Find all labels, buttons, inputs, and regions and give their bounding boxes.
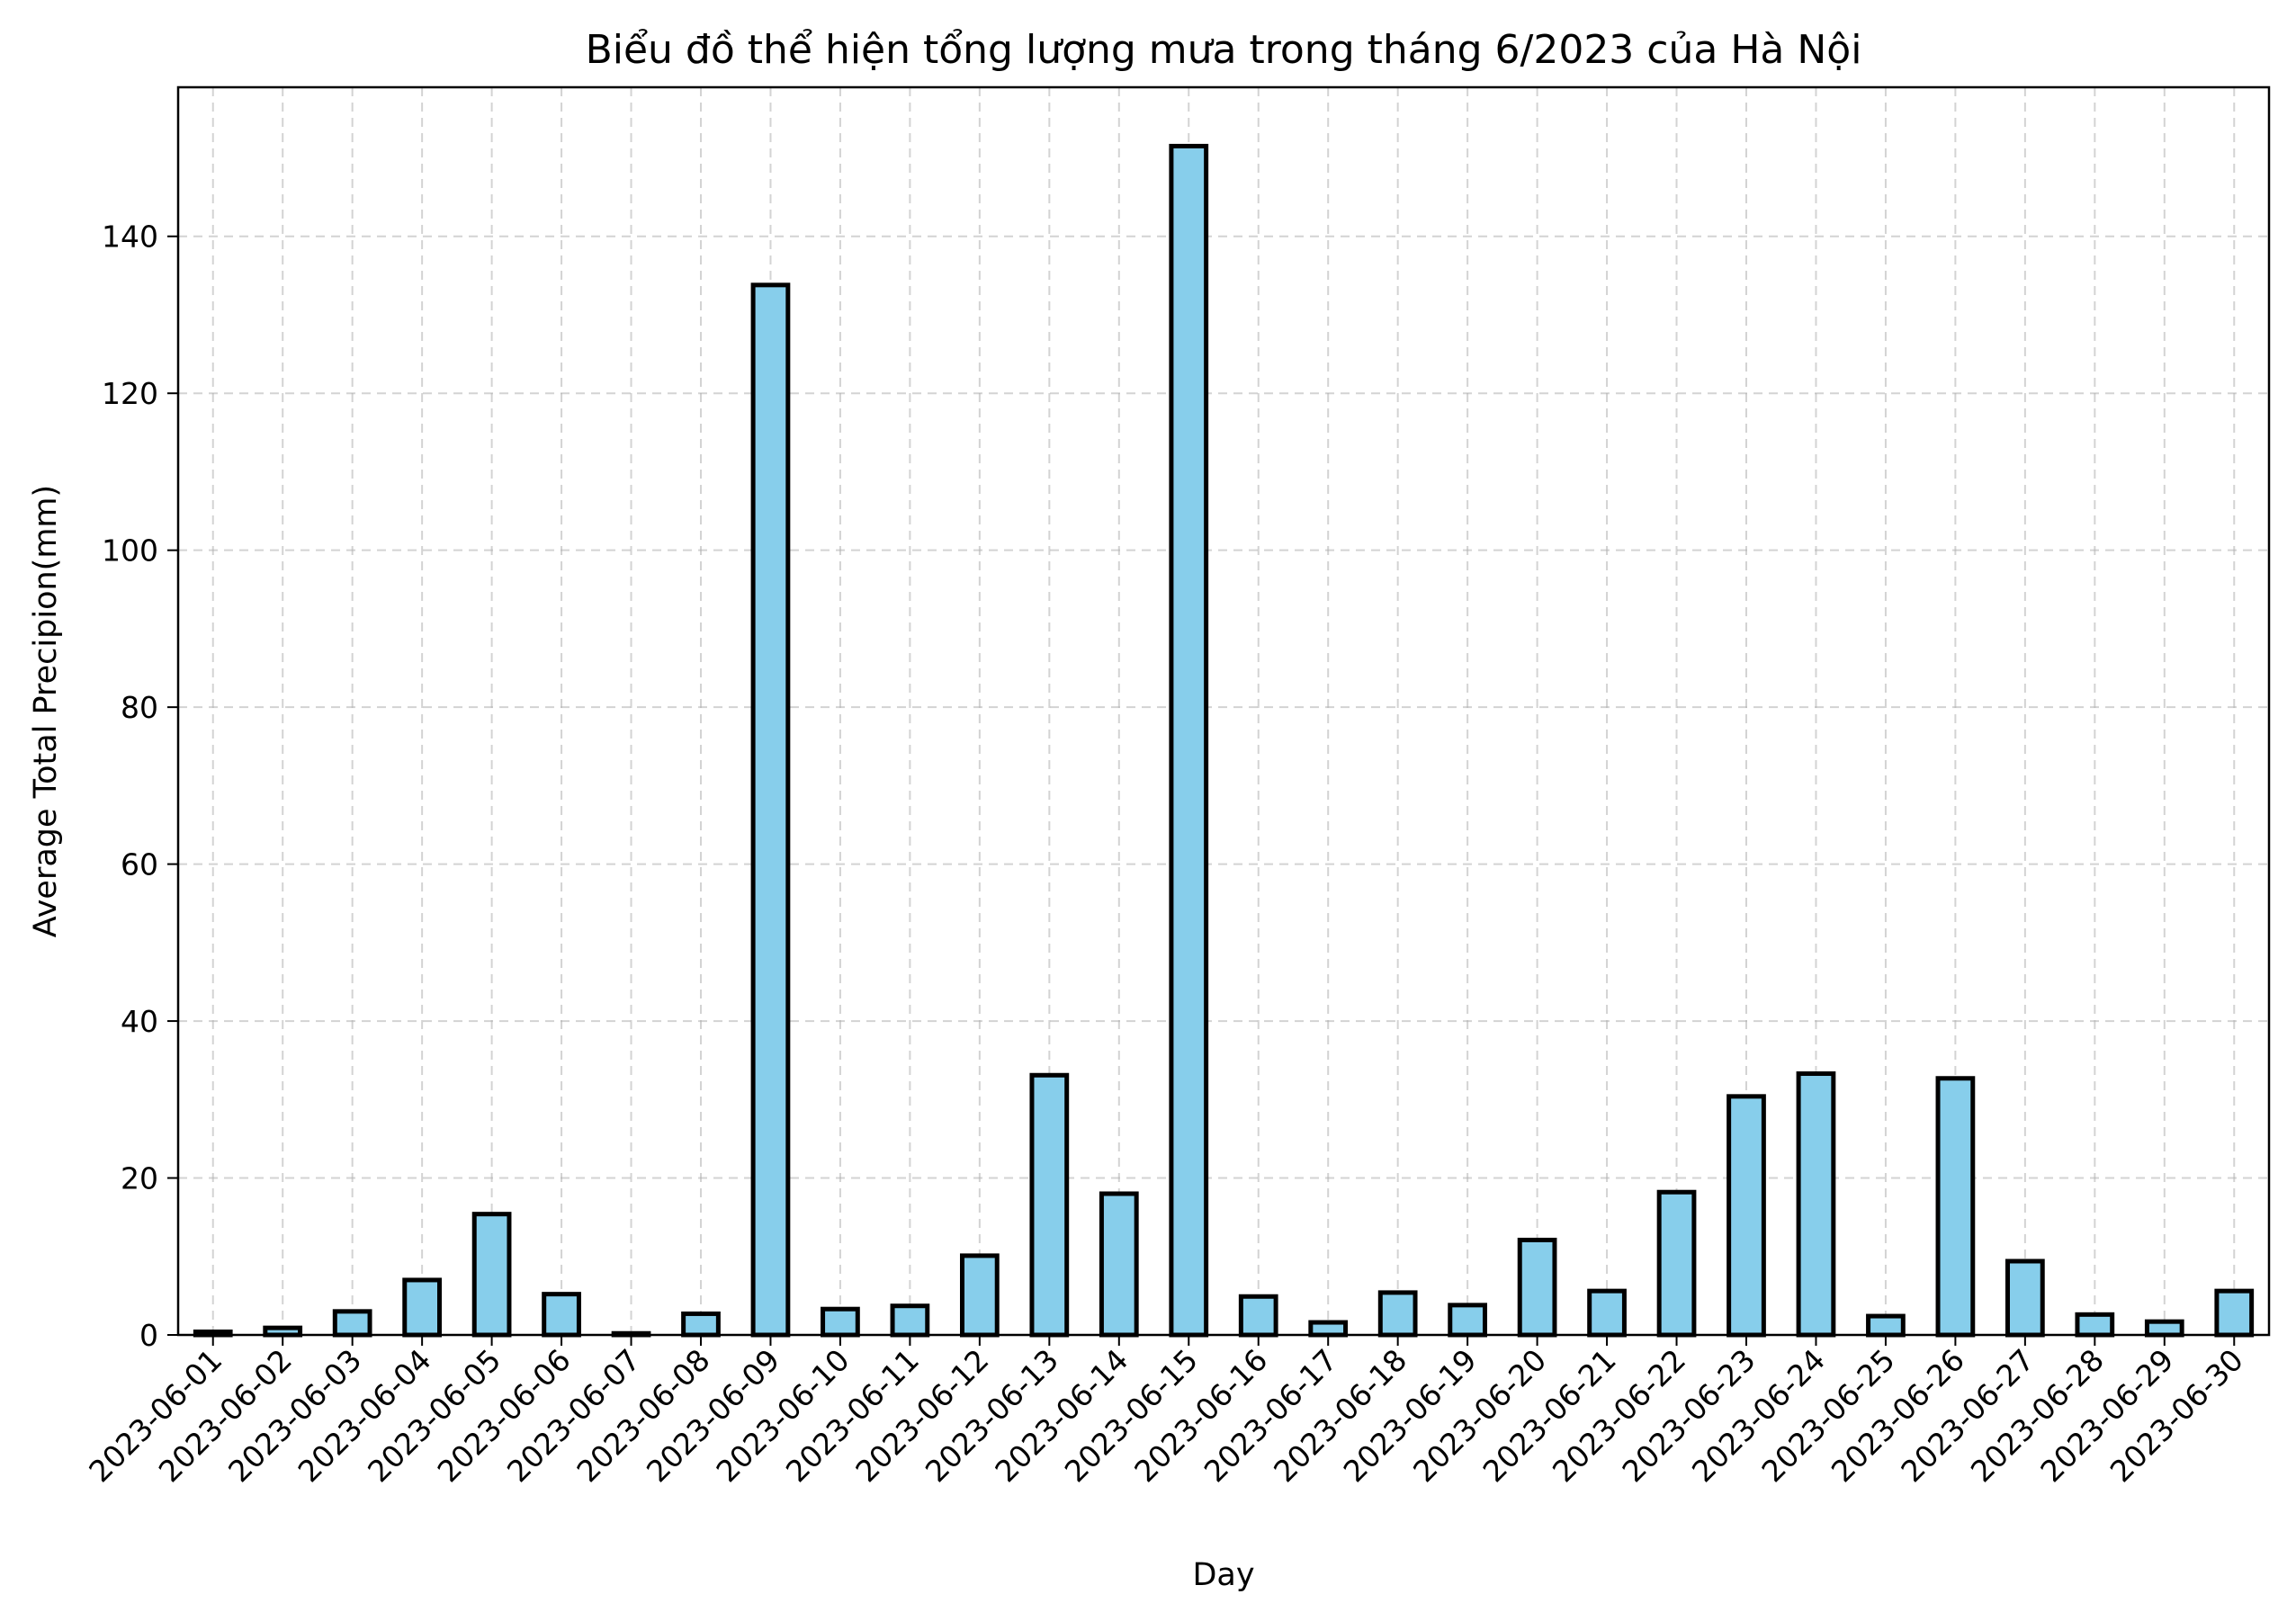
y-axis-label: Average Total Precipion(mm) xyxy=(28,485,64,937)
chart-title: Biểu đồ thể hiện tổng lượng mưa trong th… xyxy=(586,27,1862,73)
bar-2023-06-16 xyxy=(1238,1294,1278,1338)
bar-2023-06-04 xyxy=(402,1277,442,1338)
bar-2023-06-08 xyxy=(681,1311,721,1338)
y-tick-label: 60 xyxy=(121,847,158,882)
y-tick-label: 40 xyxy=(121,1004,158,1039)
bar-2023-06-17 xyxy=(1308,1320,1349,1338)
bar-2023-06-30 xyxy=(2214,1288,2255,1338)
plot-frame xyxy=(176,85,2271,1337)
bar-2023-06-28 xyxy=(2075,1312,2115,1338)
bar-2023-06-03 xyxy=(332,1309,372,1338)
bar-2023-06-13 xyxy=(1029,1072,1070,1338)
bar-2023-06-06 xyxy=(542,1292,581,1338)
bar-2023-06-10 xyxy=(821,1306,860,1338)
y-tick-label: 140 xyxy=(102,219,158,255)
bar-2023-06-24 xyxy=(1796,1071,1836,1338)
bars xyxy=(193,143,2255,1338)
y-tick-label: 20 xyxy=(121,1161,158,1196)
y-tick-label: 120 xyxy=(102,376,158,411)
bar-2023-06-09 xyxy=(750,282,791,1338)
x-axis-label: Day xyxy=(1192,1557,1254,1593)
bar-2023-06-23 xyxy=(1726,1094,1766,1338)
bar-2023-06-22 xyxy=(1656,1189,1697,1338)
bar-2023-06-12 xyxy=(960,1253,1000,1338)
bar-2023-06-05 xyxy=(471,1212,512,1338)
bar-2023-06-25 xyxy=(1866,1313,1906,1338)
y-axis-ticks: 0 20 40 60 80 100 120 140 xyxy=(102,219,178,1353)
bar-2023-06-18 xyxy=(1377,1290,1418,1338)
bar-2023-06-26 xyxy=(1935,1076,1976,1338)
y-tick-label: 100 xyxy=(102,533,158,569)
bar-2023-06-19 xyxy=(1448,1303,1488,1338)
bar-2023-06-11 xyxy=(890,1303,930,1338)
bar-2023-06-27 xyxy=(2005,1258,2045,1338)
bar-2023-06-20 xyxy=(1517,1237,1557,1338)
bar-2023-06-14 xyxy=(1099,1191,1139,1338)
y-tick-label: 0 xyxy=(139,1318,158,1353)
y-tick-label: 80 xyxy=(121,690,158,725)
bar-2023-06-21 xyxy=(1587,1288,1627,1338)
bar-2023-06-29 xyxy=(2144,1319,2184,1338)
bar-2023-06-15 xyxy=(1169,143,1209,1338)
